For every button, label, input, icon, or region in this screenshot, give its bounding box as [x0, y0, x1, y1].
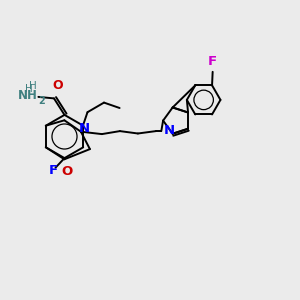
- Text: F: F: [49, 164, 58, 177]
- Text: O: O: [52, 79, 63, 92]
- Text: N: N: [164, 124, 175, 137]
- Text: F: F: [208, 55, 217, 68]
- Text: N: N: [79, 122, 90, 135]
- Text: H: H: [25, 83, 33, 94]
- Text: 2: 2: [39, 95, 45, 106]
- Text: NH: NH: [18, 89, 38, 102]
- Text: H: H: [29, 80, 37, 91]
- Text: O: O: [61, 165, 72, 178]
